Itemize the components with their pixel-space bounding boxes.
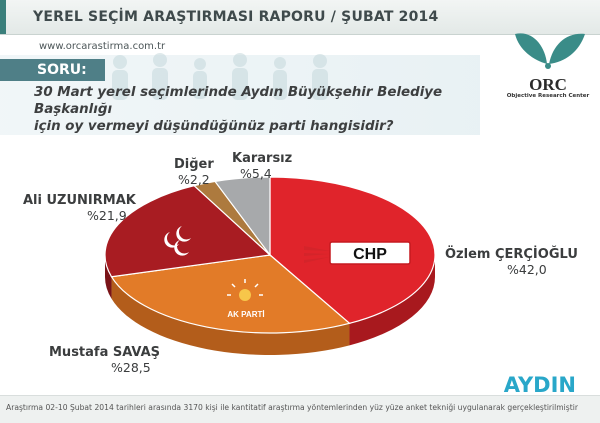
- report-header: YEREL SEÇİM ARAŞTIRMASI RAPORU / ŞUBAT 2…: [0, 0, 600, 35]
- pie-side-mhp: [105, 255, 112, 299]
- akp-logo-icon: AK PARTİ: [227, 279, 265, 319]
- question-text: 30 Mart yerel seçimlerinde Aydın Büyükşe…: [34, 84, 484, 135]
- chp-logo-text: CHP: [353, 246, 387, 263]
- slice-pct-akp: %28,5: [111, 360, 151, 375]
- slice-name-mhp: Ali UZUNIRMAK: [23, 193, 136, 208]
- slice-name-akp: Mustafa SAVAŞ: [49, 345, 161, 360]
- pie-slice-mhp: [104, 185, 272, 278]
- chp-logo-icon: CHP: [304, 241, 411, 265]
- slice-name-kararsiz: Kararsız: [232, 151, 293, 166]
- slice-pct-chp: %42,0: [507, 262, 547, 277]
- header-accent: [0, 0, 6, 34]
- slice-name-chp: Özlem ÇERÇİOĞLU: [445, 247, 578, 262]
- slice-label-diger: Diğer %2,2: [174, 157, 214, 187]
- pie-slice-kararsiz: [214, 176, 271, 257]
- question-line-2: için oy vermeyi düşündüğünüz parti hangi…: [34, 119, 394, 134]
- report-title: YEREL SEÇİM ARAŞTIRMASI RAPORU / ŞUBAT 2…: [33, 9, 439, 25]
- slice-pct-mhp: %21,9: [87, 208, 127, 223]
- mhp-logo-icon: [164, 226, 191, 256]
- logo-subtitle: Objective Research Center: [506, 93, 590, 99]
- question-line-1: 30 Mart yerel seçimlerinde Aydın Büyükşe…: [34, 85, 443, 117]
- pie-top-layer: [104, 176, 436, 334]
- orc-logo-icon: ORC: [515, 33, 585, 94]
- slice-label-akp: Mustafa SAVAŞ %28,5: [49, 345, 160, 375]
- logo-wordmark: ORC: [529, 75, 567, 94]
- people-silhouettes-icon: [112, 53, 328, 100]
- footnote: Araştırma 02-10 Şubat 2014 tarihleri ara…: [6, 403, 578, 412]
- pie-slice-akp: [110, 254, 351, 334]
- slice-pct-diger: %2,2: [178, 172, 210, 187]
- footer-bar: [0, 395, 600, 423]
- website-link[interactable]: www.orcarastirma.com.tr: [39, 41, 166, 52]
- pie-side-akp: [111, 276, 350, 355]
- pie-depth-layer: [105, 255, 435, 355]
- pie-chart: CHP AK PARTİ: [104, 176, 436, 355]
- slice-name-diger: Diğer: [174, 157, 214, 172]
- city-name: AYDIN: [503, 373, 576, 397]
- soru-label: SORU:: [0, 59, 105, 81]
- akp-logo-text: AK PARTİ: [227, 310, 264, 319]
- slice-pct-kararsiz: %5,4: [240, 166, 272, 181]
- pie-side-chp: [349, 255, 435, 346]
- slice-label-chp: Özlem ÇERÇİOĞLU %42,0: [445, 247, 578, 277]
- slice-label-kararsiz: Kararsız %5,4: [232, 151, 292, 181]
- slice-label-mhp: Ali UZUNIRMAK %21,9: [23, 193, 136, 223]
